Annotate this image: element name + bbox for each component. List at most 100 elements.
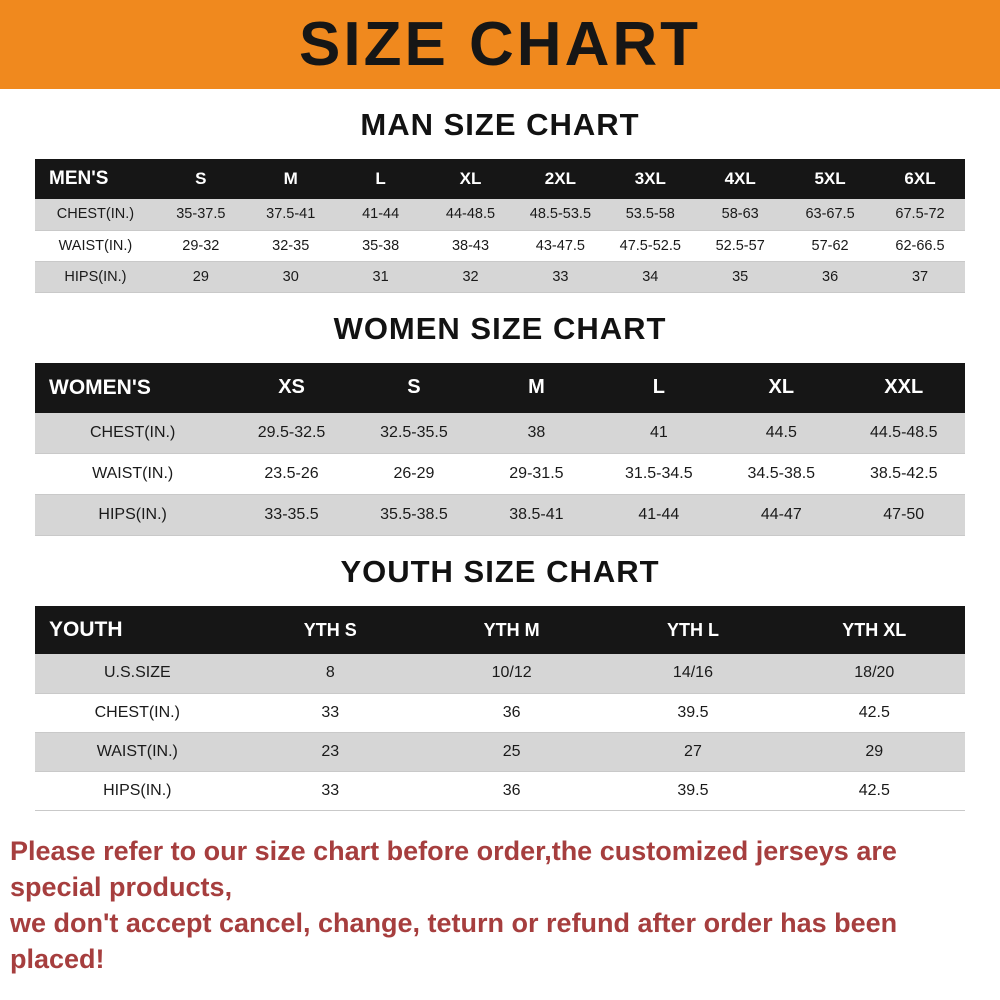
size-column-header: XL xyxy=(425,159,516,199)
size-column-header: 4XL xyxy=(695,159,786,199)
size-value-cell: 29 xyxy=(783,732,965,772)
size-value-cell: 63-67.5 xyxy=(785,199,876,231)
size-value-cell: 33 xyxy=(239,693,421,733)
table-row: HIPS(IN.) 33-35.5 35.5-38.5 38.5-41 41-44 44-… xyxy=(35,494,965,536)
size-value-cell: 34 xyxy=(605,261,696,293)
size-value-cell: 44.5-48.5 xyxy=(842,412,965,454)
table-row: HIPS(IN.) 29 30 31 32 33 34 35 36 37 xyxy=(35,261,965,293)
size-column-header: YTH S xyxy=(239,606,421,654)
size-value-cell: 29-32 xyxy=(155,230,246,262)
size-value-cell: 8 xyxy=(239,654,421,694)
size-column-header: L xyxy=(335,159,426,199)
size-value-cell: 41-44 xyxy=(335,199,426,231)
table-row: CHEST(IN.) 35-37.5 37.5-41 41-44 44-48.5 48.5… xyxy=(35,199,965,231)
size-column-header: M xyxy=(475,362,598,413)
women-size-table: WOMEN'S XS S M L XL XXL CHEST(IN.) 29.5-32.5 32.5… xyxy=(35,362,965,536)
size-value-cell: 48.5-53.5 xyxy=(515,199,606,231)
size-value-cell: 14/16 xyxy=(602,654,784,694)
table-row: WAIST(IN.) 29-32 32-35 35-38 38-43 43-47.5 47.… xyxy=(35,230,965,262)
row-label: WAIST(IN.) xyxy=(35,732,240,772)
women-section-heading: WOMEN SIZE CHART xyxy=(333,310,667,346)
size-table-header-row: MEN'S S M L XL 2XL 3XL 4XL 5XL 6XL xyxy=(35,159,965,199)
row-label: CHEST(IN.) xyxy=(35,693,240,733)
size-column-header: XS xyxy=(230,362,353,413)
size-value-cell: 29 xyxy=(155,261,246,293)
row-label: HIPS(IN.) xyxy=(35,494,231,536)
size-value-cell: 30 xyxy=(245,261,336,293)
table-row: HIPS(IN.) 33 36 39.5 42.5 xyxy=(35,771,965,811)
row-label: CHEST(IN.) xyxy=(35,199,156,231)
table-corner-label: YOUTH xyxy=(35,606,240,654)
size-value-cell: 36 xyxy=(785,261,876,293)
table-row: CHEST(IN.) 29.5-32.5 32.5-35.5 38 41 44.5 44.5… xyxy=(35,412,965,454)
size-value-cell: 35 xyxy=(695,261,786,293)
size-value-cell: 62-66.5 xyxy=(875,230,965,262)
size-value-cell: 31.5-34.5 xyxy=(597,453,721,495)
size-column-header: XXL xyxy=(842,362,965,413)
size-value-cell: 38 xyxy=(475,412,598,454)
row-label: WAIST(IN.) xyxy=(35,230,156,262)
size-value-cell: 67.5-72 xyxy=(875,199,965,231)
size-value-cell: 43-47.5 xyxy=(515,230,606,262)
youth-size-table: YOUTH YTH S YTH M YTH L YTH XL U.S.SIZE 8 10/12… xyxy=(35,606,965,811)
size-column-header: 5XL xyxy=(785,159,876,199)
size-value-cell: 38-43 xyxy=(425,230,516,262)
size-value-cell: 53.5-58 xyxy=(605,199,696,231)
table-row: WAIST(IN.) 23 25 27 29 xyxy=(35,732,965,772)
size-value-cell: 33 xyxy=(515,261,606,293)
size-column-header: S xyxy=(352,362,476,413)
size-value-cell: 44-47 xyxy=(720,494,843,536)
youth-section-heading: YOUTH SIZE CHART xyxy=(340,554,660,589)
row-label: HIPS(IN.) xyxy=(35,771,240,811)
size-value-cell: 52.5-57 xyxy=(695,230,786,262)
size-value-cell: 23 xyxy=(239,732,421,772)
table-corner-label: WOMEN'S xyxy=(35,362,231,413)
size-value-cell: 36 xyxy=(420,771,603,811)
size-value-cell: 41 xyxy=(597,412,721,454)
footer-note-line1: Please refer to our size chart before or… xyxy=(10,835,897,902)
size-value-cell: 57-62 xyxy=(785,230,876,262)
men-section-heading: MAN SIZE CHART xyxy=(360,107,640,142)
size-column-header: M xyxy=(245,159,336,199)
size-value-cell: 42.5 xyxy=(783,693,965,733)
section-men: MAN SIZE CHART MEN'S S M L XL 2XL 3XL 4XL 5XL 6XL… xyxy=(0,107,1000,293)
size-column-header: YTH XL xyxy=(783,606,965,654)
table-row: WAIST(IN.) 23.5-26 26-29 29-31.5 31.5-34.5 34… xyxy=(35,453,965,495)
size-column-header: S xyxy=(155,159,246,199)
size-value-cell: 26-29 xyxy=(352,453,476,495)
size-value-cell: 35-37.5 xyxy=(155,199,246,231)
size-value-cell: 33 xyxy=(239,771,421,811)
size-column-header: 3XL xyxy=(605,159,696,199)
size-value-cell: 47-50 xyxy=(842,494,965,536)
size-value-cell: 39.5 xyxy=(602,693,784,733)
size-value-cell: 31 xyxy=(335,261,426,293)
size-value-cell: 32-35 xyxy=(245,230,336,262)
section-youth: YOUTH SIZE CHART YOUTH YTH S YTH M YTH L YTH… xyxy=(0,554,1000,811)
size-table-header-row: YOUTH YTH S YTH M YTH L YTH XL xyxy=(35,606,965,654)
size-value-cell: 37 xyxy=(875,261,965,293)
size-column-header: XL xyxy=(720,362,843,413)
size-value-cell: 38.5-41 xyxy=(475,494,598,536)
size-value-cell: 58-63 xyxy=(695,199,786,231)
size-value-cell: 36 xyxy=(420,693,603,733)
size-column-header: YTH M xyxy=(420,606,603,654)
section-women: WOMEN SIZE CHART WOMEN'S XS S M L XL XXL CHEST(… xyxy=(0,310,1000,536)
size-value-cell: 18/20 xyxy=(783,654,965,694)
size-value-cell: 10/12 xyxy=(420,654,603,694)
row-label: HIPS(IN.) xyxy=(35,261,156,293)
size-value-cell: 37.5-41 xyxy=(245,199,336,231)
men-size-table: MEN'S S M L XL 2XL 3XL 4XL 5XL 6XL CHEST(IN.) 35-37… xyxy=(35,159,965,293)
size-value-cell: 35-38 xyxy=(335,230,426,262)
row-label: WAIST(IN.) xyxy=(35,453,231,495)
size-value-cell: 32 xyxy=(425,261,516,293)
size-column-header: L xyxy=(597,362,721,413)
size-value-cell: 44-48.5 xyxy=(425,199,516,231)
table-row: U.S.SIZE 8 10/12 14/16 18/20 xyxy=(35,654,965,694)
banner: SIZE CHART xyxy=(0,0,1000,89)
size-value-cell: 29-31.5 xyxy=(475,453,598,495)
table-row: CHEST(IN.) 33 36 39.5 42.5 xyxy=(35,693,965,733)
size-value-cell: 35.5-38.5 xyxy=(352,494,476,536)
size-value-cell: 29.5-32.5 xyxy=(230,412,353,454)
size-value-cell: 44.5 xyxy=(720,412,843,454)
